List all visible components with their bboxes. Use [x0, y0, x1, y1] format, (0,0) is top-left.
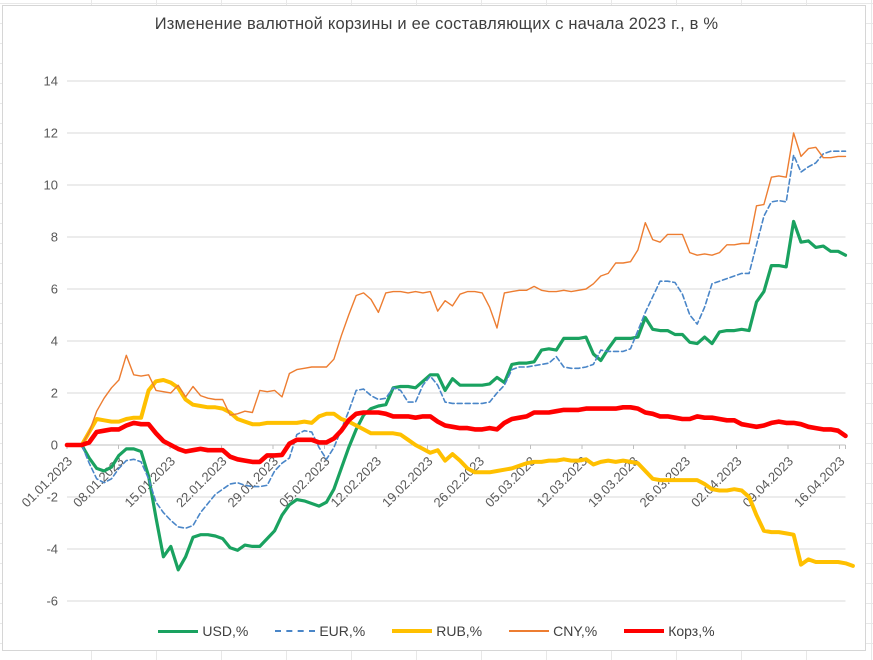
x-tick-label: 19.02.2023 [379, 454, 436, 511]
legend-swatch-korz [624, 629, 665, 633]
y-tick-label: 4 [51, 334, 58, 349]
legend-label-korz: Корз,% [668, 623, 715, 639]
y-tick-label: 2 [51, 386, 58, 401]
y-tick-label: 8 [51, 230, 58, 245]
y-tick-label: 12 [44, 126, 58, 141]
y-tick-label: -4 [46, 542, 58, 557]
x-tick-label: 08.01.2023 [70, 454, 127, 511]
series-line-korz [64, 404, 848, 465]
legend-swatch-rub [392, 629, 433, 633]
legend-item-rub[interactable]: RUB,% [392, 623, 482, 639]
legend-swatch-eur [275, 630, 316, 632]
x-tick-label: 09.04.2023 [739, 454, 796, 511]
series-line-rub [65, 378, 855, 568]
legend-swatch-usd [158, 629, 199, 633]
y-tick-label: 14 [44, 74, 58, 89]
series-line-usd [65, 219, 848, 572]
legend: USD,% EUR,% RUB,% CNY,% Корз,% [0, 621, 873, 641]
y-tick-label: 6 [51, 282, 58, 297]
legend-item-korz[interactable]: Корз,% [624, 623, 715, 639]
legend-item-eur[interactable]: EUR,% [275, 623, 365, 639]
legend-label-rub: RUB,% [436, 623, 483, 639]
legend-label-usd: USD,% [202, 623, 249, 639]
legend-label-eur: EUR,% [319, 623, 366, 639]
legend-label-cny: CNY,% [553, 623, 598, 639]
chart-title: Изменение валютной корзины и ее составля… [154, 15, 719, 33]
chart-frame [2, 5, 866, 651]
series-line-eur [66, 150, 847, 530]
legend-swatch-cny [509, 630, 550, 632]
x-tick-label: 16.04.2023 [791, 454, 848, 511]
series-line-cny [66, 132, 847, 446]
y-tick-label: 0 [51, 438, 58, 453]
legend-item-cny[interactable]: CNY,% [509, 623, 597, 639]
y-tick-label: -2 [46, 490, 58, 505]
x-tick-label: 22.01.2023 [173, 454, 230, 511]
y-tick-label: -6 [46, 594, 58, 609]
y-tick-label: 10 [44, 178, 58, 193]
legend-item-usd[interactable]: USD,% [158, 623, 248, 639]
